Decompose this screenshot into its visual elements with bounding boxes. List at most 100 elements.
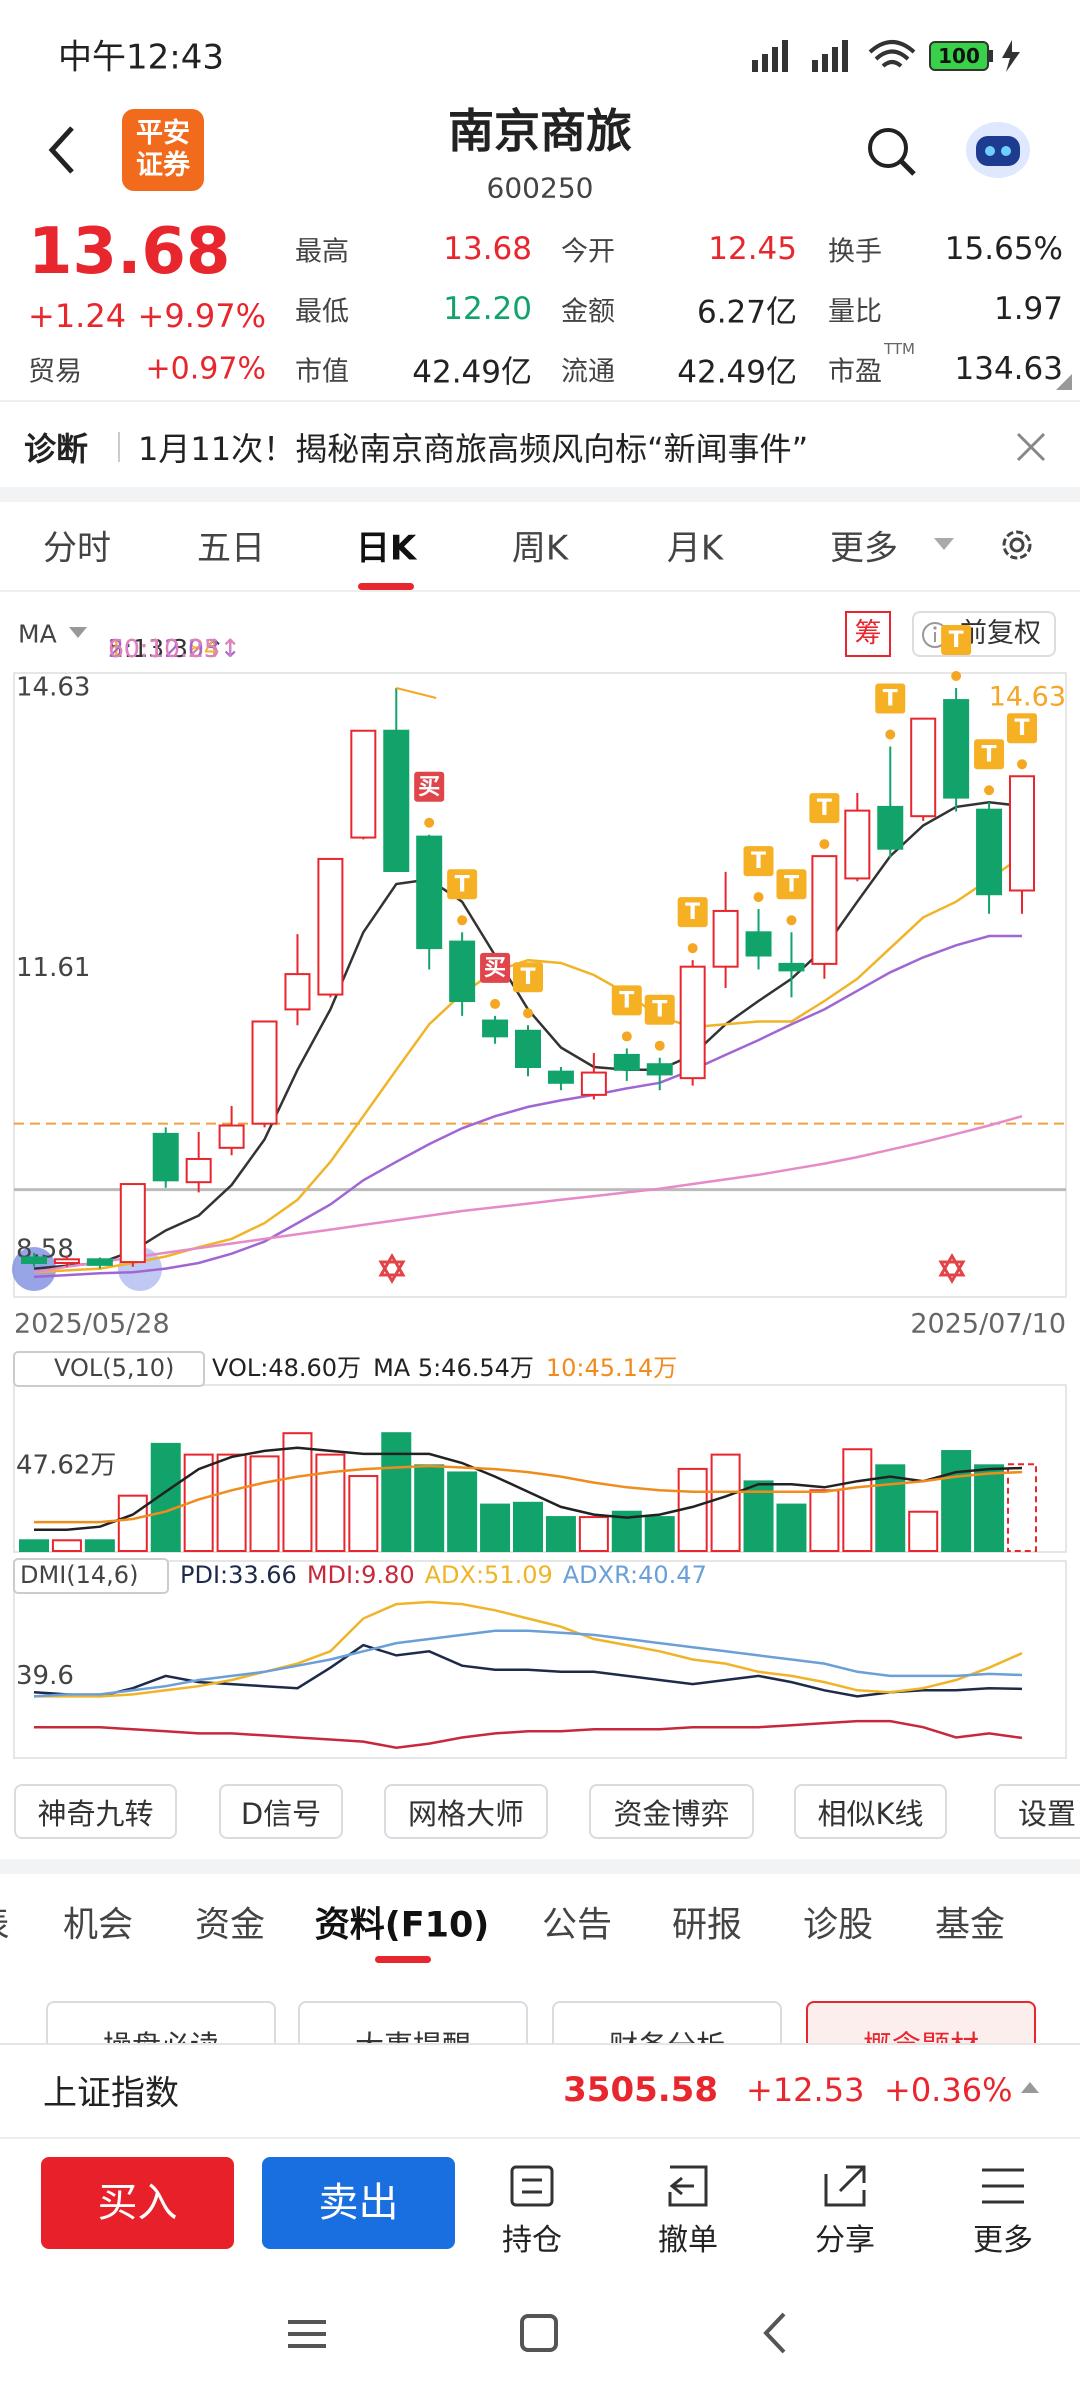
dmi-line: [34, 1719, 1023, 1749]
candle-body: [119, 1183, 146, 1264]
index-name[interactable]: 上证指数: [43, 2073, 179, 2114]
close-button[interactable]: [1014, 430, 1048, 464]
chip-button[interactable]: 筹: [845, 611, 891, 657]
signal-dot: [951, 671, 962, 681]
sub-button[interactable]: 概念题材: [806, 2001, 1036, 2043]
volume-bar: [710, 1453, 741, 1553]
info-tab[interactable]: 诊股: [802, 1905, 874, 1946]
info-tab[interactable]: 资料(F10): [314, 1905, 490, 1946]
settings-button[interactable]: [996, 524, 1038, 566]
dmi-line: [34, 1600, 1023, 1698]
volume-bar: [941, 1450, 972, 1553]
vol-legend: VOL:48.60万: [212, 1354, 361, 1382]
home-button[interactable]: [520, 2314, 558, 2352]
signal-badge: [611, 985, 642, 1016]
tool-button[interactable]: 资金博弈: [589, 1784, 754, 1839]
max-pointer: [396, 687, 437, 699]
volume-bar: [249, 1455, 280, 1552]
dmi-frame: [13, 1560, 1067, 1759]
period-tab[interactable]: 月K: [666, 528, 724, 569]
action-item[interactable]: 撤单: [658, 2223, 718, 2258]
stat-label: 金额: [561, 296, 615, 328]
sub-button[interactable]: 操盘必读: [46, 2001, 276, 2043]
signal-badge: [447, 869, 478, 900]
sector-name: 贸易: [28, 356, 82, 388]
info-tab[interactable]: 公告: [541, 1905, 613, 1946]
info-tab[interactable]: 基金: [934, 1905, 1006, 1946]
event-marker[interactable]: [378, 1253, 406, 1284]
ma-line: [33, 1114, 1023, 1274]
ma-legend-item: 5:13.32↑: [108, 634, 225, 663]
signal-label: T: [619, 988, 634, 1013]
period-tab[interactable]: 分时: [43, 528, 111, 569]
sub-button[interactable]: 财务分析: [552, 2001, 782, 2043]
tool-button[interactable]: 相似K线: [794, 1784, 947, 1839]
candle-body: [976, 808, 1003, 896]
tool-button[interactable]: 网格大师: [384, 1784, 548, 1839]
signal-label: T: [1014, 716, 1029, 741]
search-button[interactable]: [862, 122, 922, 182]
sell-button[interactable]: 卖出: [262, 2157, 455, 2249]
ma-legend-item: 20:12.03↓: [108, 634, 241, 663]
candle-body: [317, 857, 344, 996]
diagnosis-text[interactable]: 1月11次！揭秘南京商旅高频风向标“新闻事件”: [138, 430, 809, 468]
period-tab[interactable]: 更多: [830, 528, 898, 569]
candle-body: [21, 1256, 47, 1265]
period-tab[interactable]: 五日: [197, 528, 265, 569]
action-item[interactable]: 持仓: [502, 2223, 562, 2258]
buy-button[interactable]: 买入: [41, 2157, 234, 2249]
tool-button[interactable]: 设置: [994, 1784, 1080, 1839]
candle-body: [284, 973, 311, 1011]
status-icons: [752, 40, 1020, 72]
back-nav-button[interactable]: [763, 2312, 786, 2354]
signal-badge: [513, 962, 543, 993]
volume-bar: [908, 1510, 939, 1553]
volume-bar: [447, 1471, 478, 1552]
action-item[interactable]: 更多: [973, 2223, 1033, 2258]
logo-text: 平安: [136, 118, 190, 149]
info-tab[interactable]: 资金: [194, 1905, 266, 1946]
candle-body: [53, 1258, 80, 1265]
signal-dot: [687, 943, 698, 954]
tool-button[interactable]: D信号: [219, 1784, 343, 1839]
stat-label: 流通: [561, 356, 615, 388]
vol-ma-line: [34, 1446, 1023, 1532]
divider: [0, 2043, 1080, 2045]
stock-name: 南京商旅: [448, 104, 632, 158]
candle-body: [646, 1063, 673, 1076]
candle-body: [745, 931, 772, 957]
volume-bar: [578, 1516, 609, 1552]
event-marker[interactable]: [938, 1253, 966, 1284]
period-tab[interactable]: 日K: [355, 528, 417, 569]
volume-bar: [315, 1453, 346, 1553]
info-tab[interactable]: 研报: [671, 1905, 743, 1946]
assistant-button[interactable]: [962, 112, 1034, 184]
signal-label: T: [982, 742, 997, 767]
signal-badge: [776, 869, 807, 900]
tab-underline: [358, 583, 414, 590]
stat-value: 6.27亿: [696, 294, 797, 331]
stat-value: 42.49亿: [412, 354, 532, 391]
candle-body: [547, 1070, 574, 1084]
broker-logo[interactable]: 平安 证券: [122, 109, 204, 191]
divider: [0, 400, 1080, 402]
volume-bar: [1007, 1463, 1037, 1552]
signal-badge: [480, 952, 511, 983]
ma-label[interactable]: MA: [18, 619, 57, 649]
action-item[interactable]: 分享: [815, 2223, 875, 2258]
menu-button[interactable]: [288, 2320, 326, 2348]
tool-button[interactable]: 神奇九转: [14, 1784, 177, 1839]
back-button[interactable]: [40, 120, 90, 180]
index-change: +12.53: [746, 2071, 865, 2109]
tab-underline: [375, 1956, 431, 1963]
status-time: 中午12:43: [58, 37, 224, 78]
info-tab[interactable]: 机会: [62, 1905, 134, 1946]
sub-buttons-clip: 操盘必读大事提醒财务分析概念题材: [0, 1990, 1080, 2043]
info-tab[interactable]: 表: [0, 1897, 10, 1948]
dmi-label: DMI(14,6): [20, 1561, 138, 1589]
sub-button[interactable]: 大事提醒: [298, 2001, 528, 2043]
adjust-button[interactable]: 前复权: [912, 611, 1056, 657]
period-tab[interactable]: 周K: [511, 528, 569, 569]
